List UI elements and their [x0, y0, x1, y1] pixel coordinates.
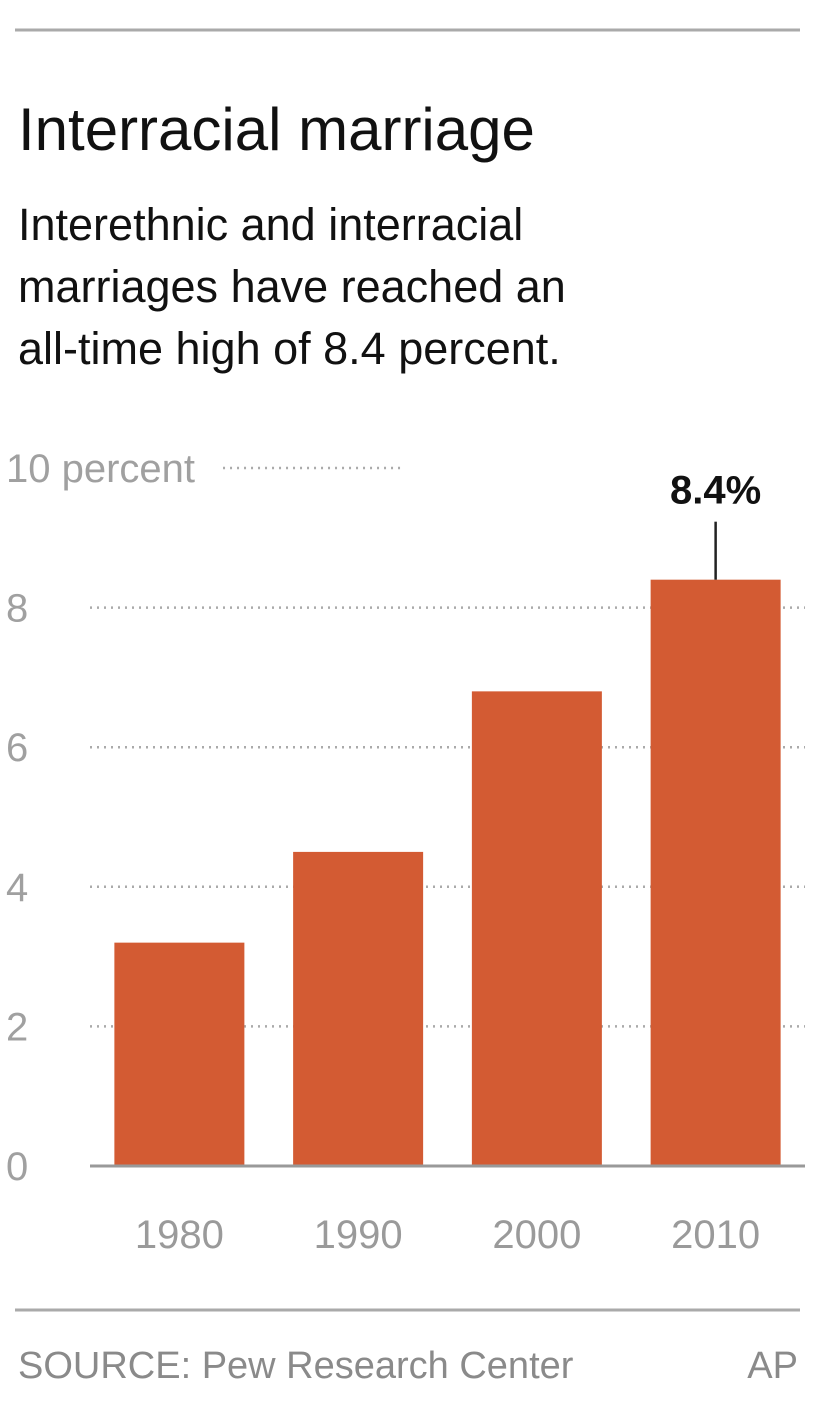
- y-tick-label: 10 percent: [6, 447, 195, 491]
- x-tick-label: 1980: [135, 1213, 224, 1257]
- y-tick-label: 8: [6, 587, 28, 631]
- bar: [293, 851, 424, 1166]
- bar: [650, 579, 781, 1166]
- y-tick-label: 6: [6, 726, 28, 770]
- credit: AP: [747, 1345, 798, 1387]
- y-tick-label: 4: [6, 866, 28, 910]
- chart-subtitle: all-time high of 8.4 percent.: [18, 323, 561, 374]
- chart-subtitle: Interethnic and interracial: [18, 199, 523, 250]
- bar: [114, 942, 245, 1166]
- x-tick-label: 1990: [314, 1213, 403, 1257]
- chart-subtitle: marriages have reached an: [18, 261, 566, 312]
- chart-title: Interracial marriage: [18, 96, 535, 163]
- x-tick-label: 2010: [671, 1213, 760, 1257]
- y-tick-label: 2: [6, 1005, 28, 1049]
- bar: [471, 691, 602, 1166]
- y-tick-label: 0: [6, 1145, 28, 1189]
- source: SOURCE: Pew Research Center: [18, 1345, 574, 1387]
- value-label: 8.4%: [670, 469, 761, 513]
- x-tick-label: 2000: [492, 1213, 581, 1257]
